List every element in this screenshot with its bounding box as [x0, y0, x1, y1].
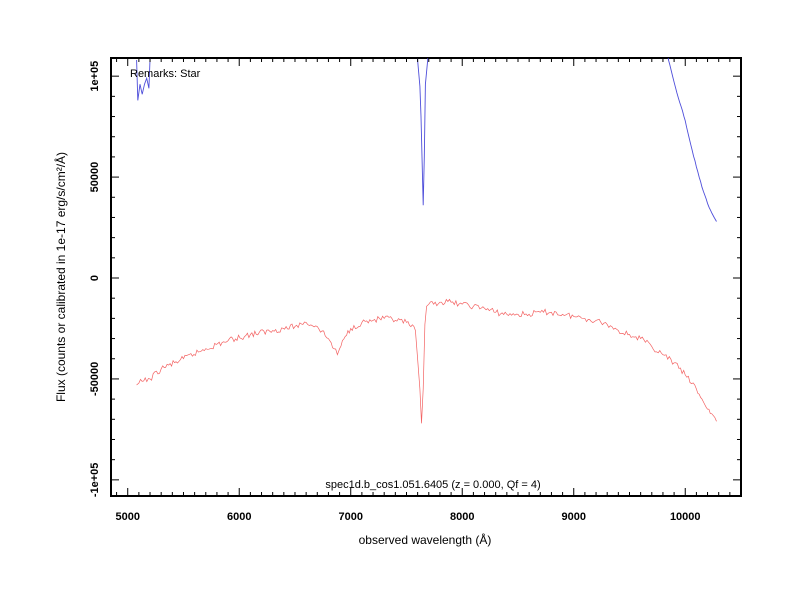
- x-tick-label: 10000: [670, 511, 701, 523]
- x-tick-label: 9000: [562, 511, 586, 523]
- y-tick-label: -1e+05: [89, 463, 101, 498]
- remarks-annotation: Remarks: Star: [130, 68, 201, 80]
- x-tick-label: 6000: [227, 511, 251, 523]
- y-tick-labels: -1e+05 -50000 0 50000 1e+05: [89, 61, 101, 497]
- ticks-layer: [111, 58, 742, 496]
- series-line-1: [136, 298, 717, 424]
- y-tick-label: 50000: [89, 162, 101, 193]
- plot-frame: [110, 57, 742, 497]
- y-tick-label: 1e+05: [89, 61, 101, 92]
- series-line-0: [136, 58, 717, 222]
- series-layer: [136, 58, 717, 424]
- x-tick-label: 7000: [338, 511, 362, 523]
- x-tick-label: 8000: [450, 511, 474, 523]
- chart-title: spec1d.b_cos1.051.6405 (z = 0.000, Qf = …: [325, 479, 540, 491]
- x-tick-labels: 5000 6000 7000 8000 9000 10000: [115, 511, 700, 523]
- x-tick-label: 5000: [115, 511, 139, 523]
- y-axis-label: Flux (counts or calibrated in 1e-17 erg/…: [53, 152, 68, 402]
- x-axis-label: observed wavelength (Å): [359, 532, 492, 547]
- y-tick-label: -50000: [89, 362, 101, 396]
- y-tick-label: 0: [89, 275, 101, 281]
